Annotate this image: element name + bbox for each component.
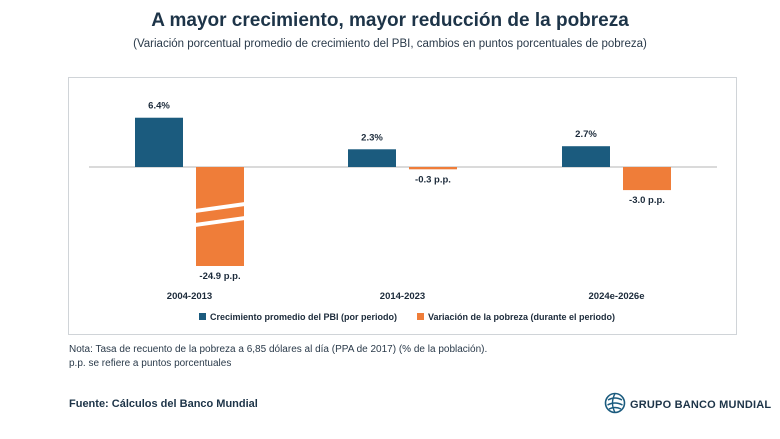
- chart-title: A mayor crecimiento, mayor reducción de …: [151, 10, 629, 31]
- axis-break-mark: [195, 202, 245, 213]
- category-label-1: 2014-2023: [380, 291, 425, 302]
- legend-swatch-0: [199, 313, 206, 320]
- data-label-s1-0: -24.9 p.p.: [199, 271, 240, 282]
- bar-s1-2: [623, 167, 671, 191]
- bar-s1-0: [196, 167, 244, 266]
- logo-text: GRUPO BANCO MUNDIAL: [630, 399, 772, 411]
- note-line-2: p.p. se refiere a puntos porcentuales: [69, 358, 232, 369]
- axis-break-mark: [195, 216, 245, 227]
- bar-s1-1: [409, 167, 457, 170]
- note-line-1: Nota: Tasa de recuento de la pobreza a 6…: [69, 344, 488, 355]
- legend-label-1: Variación de la pobreza (durante el peri…: [428, 312, 615, 322]
- data-label-s1-1: -0.3 p.p.: [415, 174, 451, 185]
- globe-icon: [604, 392, 626, 419]
- legend-label-0: Crecimiento promedio del PBI (por period…: [210, 312, 397, 322]
- data-label-s0-2: 2.7%: [575, 129, 597, 140]
- bar-s0-0: [135, 117, 183, 167]
- chart-subtitle: (Variación porcentual promedio de crecim…: [133, 38, 647, 50]
- bar-s0-1: [348, 149, 396, 167]
- category-label-2: 2024e-2026e: [589, 291, 645, 302]
- bar-chart: 6.4% 2.3% 2.7% -24.9 p.p. -0.3 p.p. -3.0 p.p.…: [89, 101, 717, 322]
- legend-swatch-1: [417, 313, 424, 320]
- data-label-s1-2: -3.0 p.p.: [629, 195, 665, 206]
- source-text: Fuente: Cálculos del Banco Mundial: [69, 398, 258, 410]
- data-label-s0-0: 6.4%: [148, 101, 170, 112]
- chart-panel: 6.4% 2.3% 2.7% -24.9 p.p. -0.3 p.p. -3.0 p.p.…: [68, 77, 737, 335]
- world-bank-logo: GRUPO BANCO MUNDIAL: [604, 392, 772, 419]
- category-label-0: 2004-2013: [167, 291, 212, 302]
- data-label-s0-1: 2.3%: [361, 132, 383, 143]
- bar-s0-2: [562, 146, 610, 167]
